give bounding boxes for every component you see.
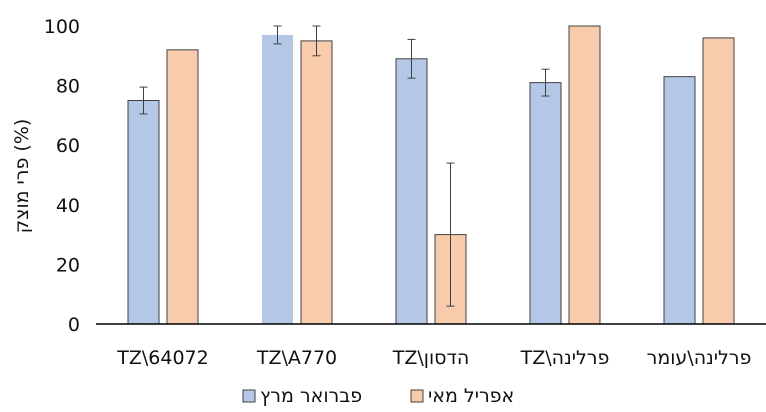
y-tick-label: 40	[56, 195, 80, 217]
error-bars-group	[139, 25, 550, 307]
legend-label: פברואר מרץ	[260, 385, 362, 407]
bar-april-may	[166, 49, 199, 325]
y-tick-label: 0	[68, 314, 80, 336]
x-category-label: TZ\A770	[256, 347, 337, 369]
bar-feb-march	[395, 58, 428, 325]
bar-feb-march	[529, 82, 562, 325]
legend: פברואר מרץ אפריל מאי	[242, 385, 514, 407]
legend-swatch	[410, 389, 424, 403]
bar-april-may	[702, 37, 735, 325]
bar-feb-march	[127, 100, 160, 325]
x-category-label: TZ\הדסון	[392, 347, 470, 369]
y-tick-label: 60	[56, 135, 80, 157]
bar-april-may	[300, 40, 333, 325]
y-tick-label: 20	[56, 254, 80, 276]
bar-feb-march	[663, 76, 696, 325]
bars-group	[127, 25, 735, 325]
x-category-label: TZ\64072	[116, 347, 208, 369]
x-axis-category-labels: TZ\64072 TZ\A770 TZ\הדסון TZ\פרלינה פרלינה\ע…	[116, 347, 751, 369]
y-axis-title: פרי מוצק (%)	[11, 119, 33, 234]
x-category-label: פרלינה\עומר	[647, 347, 752, 369]
x-category-label: TZ\פרלינה	[520, 347, 610, 369]
y-tick-label: 80	[56, 76, 80, 98]
bar-feb-march	[262, 34, 293, 324]
y-tick-label: 100	[44, 16, 80, 38]
legend-label: אפריל מאי	[428, 385, 514, 407]
bar-april-may	[568, 25, 601, 325]
y-axis-ticks: 0 20 40 60 80 100	[44, 16, 80, 336]
legend-swatch	[242, 389, 256, 403]
